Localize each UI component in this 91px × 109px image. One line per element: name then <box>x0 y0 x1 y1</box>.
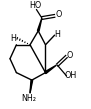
Text: O: O <box>55 10 61 19</box>
Polygon shape <box>45 65 56 74</box>
Text: H: H <box>54 30 60 39</box>
Text: H: H <box>11 34 17 43</box>
Polygon shape <box>37 18 42 31</box>
Text: O: O <box>67 51 73 60</box>
Text: OH: OH <box>65 71 77 80</box>
Text: NH₂: NH₂ <box>22 94 37 103</box>
Text: HO: HO <box>29 1 42 10</box>
Polygon shape <box>30 80 33 93</box>
